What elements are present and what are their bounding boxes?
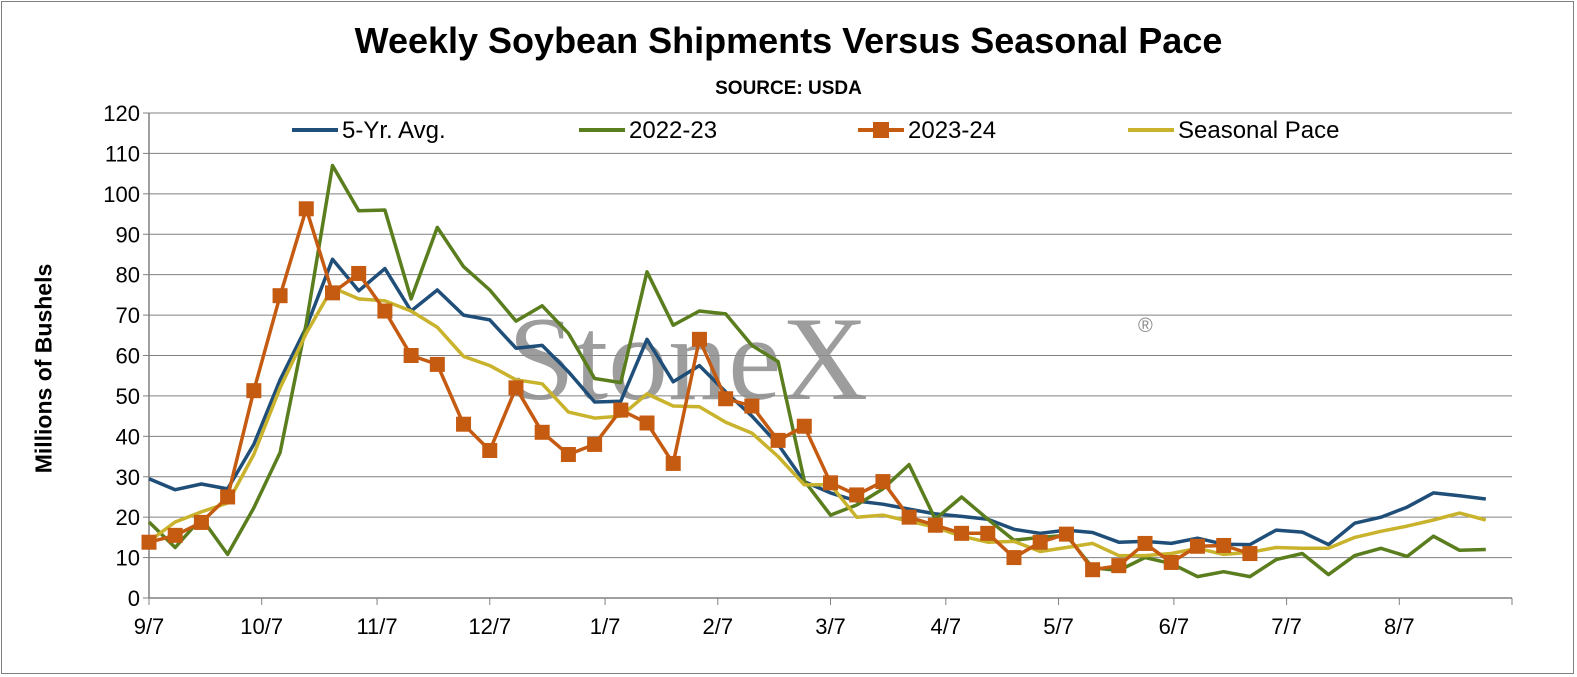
x-tick-label: 7/7: [1271, 614, 1302, 639]
data-point: [482, 442, 498, 458]
watermark-logo: StoneX: [508, 292, 868, 425]
data-point: [298, 201, 314, 217]
data-point: [220, 489, 236, 505]
series-seasonal-pace: [147, 285, 1487, 558]
data-point: [141, 534, 157, 550]
y-tick-label: 50: [116, 384, 140, 409]
y-tick-label: 20: [116, 505, 140, 530]
data-point: [796, 418, 812, 434]
x-tick-label: 3/7: [815, 614, 846, 639]
chart-subtitle: SOURCE: USDA: [715, 78, 862, 99]
legend-label: 5-Yr. Avg.: [342, 117, 446, 144]
data-point: [954, 525, 970, 541]
axes: 0 10 20 30 40 50 60 70 80 90 100 110 120 9/7 10/7 11/7 1…: [103, 101, 1513, 639]
watermark-registered-mark: ®: [1138, 315, 1153, 337]
x-tick-label: 10/7: [240, 614, 283, 639]
legend: 5-Yr. Avg. 2022-23 2023-24 Seasonal Pace: [292, 117, 1339, 144]
series: [141, 163, 1487, 579]
data-point: [403, 348, 419, 363]
data-point: [534, 424, 550, 440]
data-point: [246, 383, 262, 399]
gridlines: [149, 112, 1512, 559]
data-point: [1058, 526, 1074, 542]
data-point: [927, 517, 943, 533]
data-point: [1032, 534, 1048, 550]
data-point: [744, 398, 760, 414]
data-point: [1242, 546, 1258, 562]
legend-item-5-yr-avg: 5-Yr. Avg.: [292, 117, 446, 144]
legend-label: 2022-23: [629, 117, 717, 144]
series-5-yr-avg: [148, 257, 1487, 547]
data-point: [849, 487, 865, 503]
x-tick-label: 5/7: [1043, 614, 1074, 639]
y-tick-label: 110: [105, 141, 140, 166]
data-point: [429, 356, 445, 372]
series-2022-23: [147, 163, 1486, 579]
x-tick-label: 4/7: [931, 614, 962, 639]
data-point: [613, 402, 629, 418]
series-line-seasonal-pace: [147, 285, 1487, 558]
data-point: [167, 527, 183, 543]
data-point: [770, 432, 786, 448]
data-point: [823, 475, 838, 491]
data-point: [691, 331, 707, 347]
y-tick-label: 60: [116, 344, 140, 369]
data-point: [1137, 535, 1153, 551]
data-point: [1111, 558, 1127, 574]
x-tick-label: 6/7: [1159, 614, 1190, 639]
data-point: [1006, 550, 1022, 566]
data-point: [272, 288, 288, 304]
legend-item-2022-23: 2022-23: [579, 117, 717, 144]
series-line-5-yr-avg: [148, 257, 1487, 547]
data-point: [665, 455, 681, 471]
x-tick-label: 12/7: [468, 614, 511, 639]
y-tick-label: 30: [116, 465, 140, 490]
data-point: [1189, 538, 1205, 554]
series-2023-24: [141, 201, 1258, 578]
y-tick-label: 40: [116, 424, 140, 449]
data-point: [718, 391, 734, 407]
data-point: [901, 509, 917, 525]
series-line-2022-23: [147, 163, 1486, 579]
x-tick-label: 9/7: [134, 614, 165, 639]
chart-title: Weekly Soybean Shipments Versus Seasonal…: [354, 20, 1223, 61]
data-point: [324, 285, 340, 301]
x-tick-label: 11/7: [356, 614, 397, 639]
y-tick-label: 120: [103, 101, 140, 126]
data-point: [980, 525, 996, 541]
data-point: [1163, 554, 1179, 570]
data-point: [1216, 537, 1232, 553]
data-point: [639, 415, 655, 431]
legend-label: Seasonal Pace: [1178, 117, 1339, 144]
data-point: [351, 265, 367, 281]
legend-marker: [873, 122, 889, 138]
y-tick-label: 100: [103, 182, 140, 207]
legend-item-2023-24: 2023-24: [858, 117, 996, 144]
data-point: [377, 303, 393, 319]
data-point: [193, 514, 209, 530]
legend-item-seasonal-pace: Seasonal Pace: [1128, 117, 1339, 144]
data-point: [875, 474, 891, 490]
data-point: [560, 447, 576, 463]
watermark: StoneX ®: [508, 292, 1153, 425]
y-tick-label: 90: [116, 222, 140, 247]
y-tick-label: 70: [116, 303, 140, 328]
x-tick-label: 8/7: [1384, 614, 1415, 639]
data-point: [508, 380, 524, 396]
y-tick-label: 10: [116, 546, 140, 571]
data-point: [1085, 562, 1101, 578]
data-point: [456, 416, 472, 432]
x-tick-label: 1/7: [590, 614, 621, 639]
data-point: [587, 436, 603, 452]
x-tick-label: 2/7: [702, 614, 733, 639]
y-tick-label: 80: [116, 263, 140, 288]
y-tick-label: 0: [128, 586, 140, 611]
legend-label: 2023-24: [908, 117, 996, 144]
